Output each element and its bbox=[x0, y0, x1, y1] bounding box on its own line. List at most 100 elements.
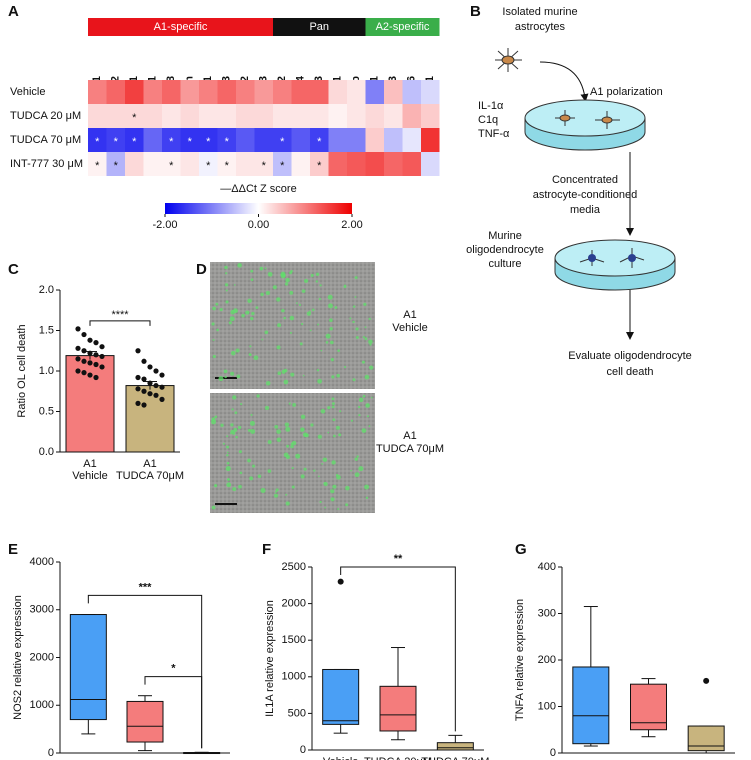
heatmap-cell bbox=[365, 128, 384, 152]
heatmap-cell bbox=[199, 152, 218, 176]
cell bbox=[211, 419, 217, 425]
cell bbox=[320, 408, 326, 414]
cell bbox=[231, 408, 234, 411]
dish bbox=[524, 99, 646, 151]
cell bbox=[339, 410, 342, 413]
heatmap-cell bbox=[421, 80, 440, 104]
cell bbox=[250, 429, 256, 434]
cell bbox=[236, 374, 241, 379]
cell bbox=[320, 349, 323, 352]
y-tick-label: 100 bbox=[538, 700, 556, 712]
cell bbox=[235, 435, 238, 439]
cell bbox=[276, 345, 281, 350]
heatmap-cell bbox=[365, 104, 384, 128]
cell bbox=[283, 316, 286, 320]
data-point bbox=[93, 361, 99, 368]
row-label: TUDCA 70 μM bbox=[10, 134, 81, 146]
x-tick-label: Vehicle bbox=[71, 759, 106, 760]
cell bbox=[249, 345, 252, 348]
x-tick-label: Vehicle bbox=[323, 756, 358, 760]
heatmap-cell bbox=[347, 80, 366, 104]
cell bbox=[309, 310, 311, 313]
significance-star: * bbox=[114, 160, 119, 172]
heatmap-cell bbox=[125, 80, 144, 104]
cell bbox=[265, 380, 271, 386]
cell bbox=[255, 306, 259, 310]
cell bbox=[212, 306, 216, 311]
cell bbox=[301, 289, 306, 293]
heatmap-cell bbox=[199, 128, 218, 152]
heatmap-cell bbox=[365, 152, 384, 176]
cell bbox=[345, 485, 350, 491]
cell bbox=[291, 467, 294, 470]
cell bbox=[226, 454, 229, 457]
panel-label: A bbox=[8, 3, 19, 20]
cell bbox=[259, 266, 264, 271]
cell bbox=[223, 369, 228, 374]
x-tick-label: TUDCA 70μM bbox=[672, 759, 740, 760]
diagram-text: oligodendrocyte bbox=[466, 244, 544, 256]
panel-label: D bbox=[196, 261, 207, 278]
cell bbox=[230, 371, 235, 376]
cell bbox=[225, 289, 228, 292]
cell bbox=[267, 469, 272, 473]
significance-star: * bbox=[225, 136, 230, 148]
micrograph bbox=[210, 262, 375, 389]
heatmap-cell bbox=[143, 104, 162, 128]
panel-b: B Isolated murine astrocytes A1 polariza… bbox=[466, 3, 692, 378]
cell bbox=[228, 321, 232, 325]
heatmap-cell bbox=[106, 128, 125, 152]
dish bbox=[554, 239, 676, 291]
cell bbox=[286, 444, 290, 448]
cell bbox=[354, 296, 357, 298]
cell bbox=[291, 440, 297, 446]
cell bbox=[224, 375, 227, 379]
cell bbox=[291, 485, 295, 489]
cell bbox=[276, 297, 281, 302]
outlier bbox=[337, 578, 344, 585]
significance-star: * bbox=[114, 136, 119, 148]
cell bbox=[284, 282, 289, 286]
cell bbox=[232, 487, 237, 492]
cell bbox=[230, 423, 234, 427]
cell bbox=[331, 402, 335, 406]
heatmap-cell bbox=[402, 80, 421, 104]
panel-label: C bbox=[8, 261, 19, 278]
significance-star: * bbox=[206, 136, 211, 148]
x-tick-label: A1 bbox=[83, 458, 96, 470]
diagram-text: A1 polarization bbox=[590, 86, 663, 98]
data-point bbox=[99, 364, 105, 370]
cell bbox=[361, 360, 365, 364]
row-label: Vehicle bbox=[10, 86, 45, 98]
cell bbox=[214, 415, 218, 419]
box bbox=[572, 666, 610, 745]
cell bbox=[226, 461, 230, 465]
cell bbox=[315, 280, 319, 283]
cell bbox=[232, 395, 237, 400]
cell bbox=[368, 425, 371, 428]
y-axis-label: Ratio OL cell death bbox=[16, 324, 28, 417]
group-header bbox=[365, 18, 440, 36]
heatmap-cell bbox=[273, 80, 292, 104]
y-tick-label: 300 bbox=[538, 607, 556, 619]
cell bbox=[276, 429, 281, 434]
cell bbox=[274, 425, 279, 429]
cell bbox=[239, 471, 243, 475]
heatmap-cell bbox=[143, 128, 162, 152]
cell bbox=[289, 331, 292, 334]
cell bbox=[345, 503, 349, 507]
heatmap-cell bbox=[328, 128, 347, 152]
significance-star: * bbox=[169, 160, 174, 172]
cell bbox=[226, 451, 229, 454]
cell bbox=[290, 372, 295, 377]
heatmap-cell bbox=[217, 104, 236, 128]
cell bbox=[285, 501, 290, 506]
data-point bbox=[153, 392, 159, 398]
data-point bbox=[135, 348, 141, 354]
cell bbox=[321, 462, 324, 465]
heatmap-cell bbox=[402, 128, 421, 152]
cell bbox=[272, 285, 277, 290]
cell bbox=[309, 329, 312, 332]
heatmap-cell bbox=[199, 80, 218, 104]
